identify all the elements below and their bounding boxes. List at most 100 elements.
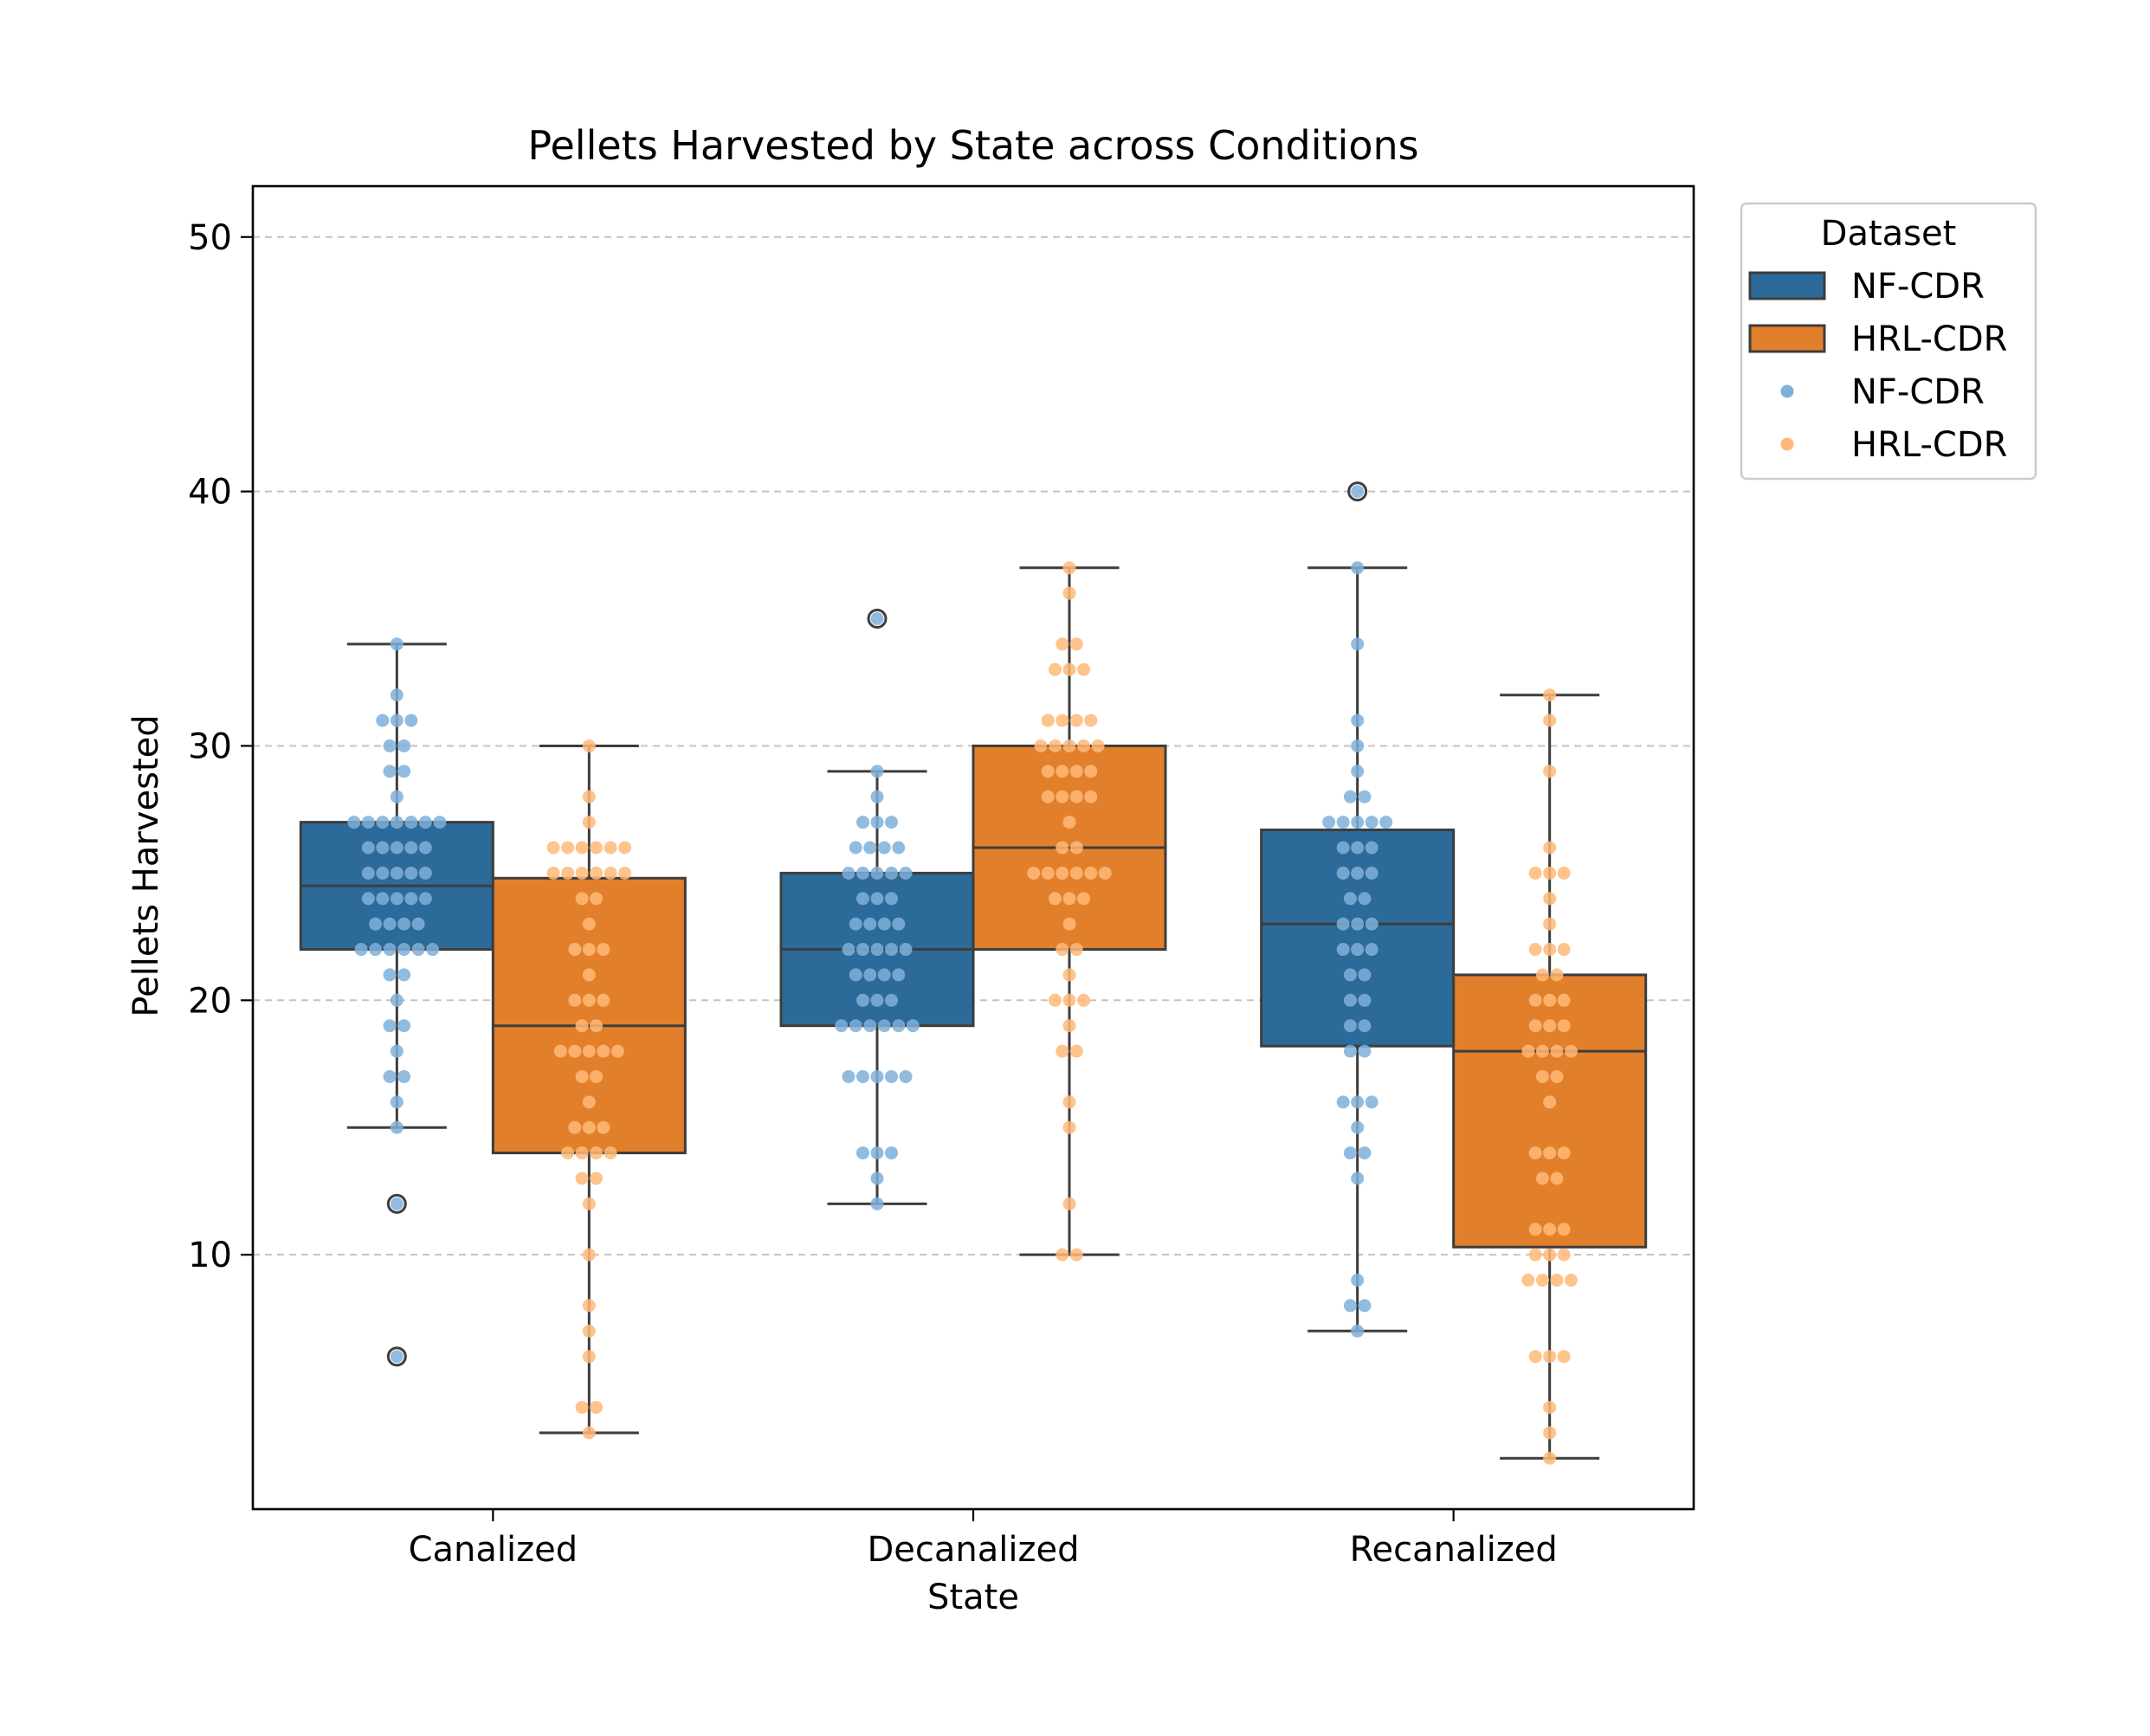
data-point: [1543, 841, 1557, 855]
data-point: [1041, 713, 1055, 727]
data-point: [1056, 713, 1069, 727]
data-point: [1056, 1044, 1069, 1058]
data-point: [1557, 1248, 1571, 1262]
data-point: [1351, 1095, 1365, 1109]
data-point: [1336, 866, 1350, 880]
data-point: [618, 841, 632, 855]
data-point: [383, 917, 397, 931]
data-point: [376, 866, 390, 880]
data-point: [404, 713, 418, 727]
data-point: [376, 816, 390, 829]
data-point: [604, 866, 617, 880]
data-point: [1322, 816, 1336, 829]
data-point: [582, 1350, 596, 1364]
data-point: [397, 765, 411, 778]
data-point: [397, 1019, 411, 1033]
data-point: [849, 1019, 862, 1033]
data-point: [575, 1171, 589, 1185]
data-point: [1528, 943, 1542, 957]
data-point: [1543, 1426, 1557, 1440]
data-point: [1041, 866, 1055, 880]
data-point: [877, 968, 891, 982]
data-point: [1528, 1019, 1542, 1033]
data-point: [582, 1248, 596, 1262]
y-tick-label: 20: [188, 981, 232, 1021]
data-point: [582, 1120, 596, 1134]
outlier-point: [386, 1193, 407, 1214]
data-point: [575, 841, 589, 855]
data-point: [1550, 1171, 1564, 1185]
data-point: [1084, 790, 1098, 803]
data-point: [1543, 1248, 1557, 1262]
data-point: [1528, 866, 1542, 880]
legend-label: HRL-CDR: [1851, 319, 2007, 359]
data-point: [1343, 1044, 1357, 1058]
data-point: [1336, 1095, 1350, 1109]
data-point: [390, 1120, 404, 1134]
data-point: [582, 1197, 596, 1210]
data-point: [835, 1019, 849, 1033]
data-point: [347, 816, 361, 829]
data-point: [1351, 943, 1365, 957]
data-point: [877, 917, 891, 931]
data-point: [582, 1095, 596, 1109]
data-point: [1351, 713, 1365, 727]
data-point: [390, 688, 404, 702]
data-point: [1056, 1248, 1069, 1262]
data-point: [404, 866, 418, 880]
legend-title: Dataset: [1821, 214, 1957, 254]
data-point: [1343, 1146, 1357, 1160]
data-point: [369, 943, 383, 957]
data-point: [426, 943, 440, 957]
data-point: [354, 943, 368, 957]
data-point: [610, 1044, 624, 1058]
data-point: [1351, 1120, 1365, 1134]
data-point: [390, 790, 404, 803]
data-point: [1528, 1350, 1542, 1364]
data-point: [597, 1120, 610, 1134]
data-point: [1564, 1274, 1578, 1287]
data-point: [383, 1069, 397, 1083]
data-point: [582, 1299, 596, 1313]
data-point: [877, 1019, 891, 1033]
data-point: [1351, 1171, 1365, 1185]
data-point: [397, 917, 411, 931]
data-point: [390, 866, 404, 880]
data-point: [1351, 816, 1365, 829]
data-point: [582, 943, 596, 957]
data-point: [863, 841, 877, 855]
data-point: [1543, 917, 1557, 931]
data-point: [1056, 637, 1069, 651]
plot-area: [299, 481, 1648, 1465]
data-point: [1557, 1350, 1571, 1364]
data-point: [1358, 968, 1372, 982]
data-point: [1077, 739, 1090, 752]
data-point: [1521, 1044, 1535, 1058]
data-point: [1543, 688, 1557, 702]
data-point: [1056, 790, 1069, 803]
data-point: [561, 841, 575, 855]
x-axis-ticks: Canalized Decanalized Recanalized: [409, 1509, 1558, 1570]
data-point: [1041, 790, 1055, 803]
data-point: [856, 866, 869, 880]
data-point: [1543, 1451, 1557, 1465]
data-point: [575, 892, 589, 906]
data-point: [1535, 1044, 1549, 1058]
data-point: [1379, 816, 1393, 829]
data-point: [842, 866, 855, 880]
data-point: [1543, 1350, 1557, 1364]
data-point: [885, 892, 898, 906]
chart-title: Pellets Harvested by State across Condit…: [527, 122, 1418, 169]
data-point: [361, 866, 375, 880]
data-point: [1358, 1299, 1372, 1313]
data-point: [1049, 892, 1062, 906]
data-point: [1049, 993, 1062, 1007]
data-point: [390, 993, 404, 1007]
data-point: [546, 841, 560, 855]
plot-frame: [251, 184, 1695, 1511]
data-point: [1528, 1223, 1542, 1236]
data-point: [1062, 968, 1076, 982]
data-point: [590, 1146, 604, 1160]
data-point: [856, 993, 869, 1007]
data-point: [906, 1019, 920, 1033]
